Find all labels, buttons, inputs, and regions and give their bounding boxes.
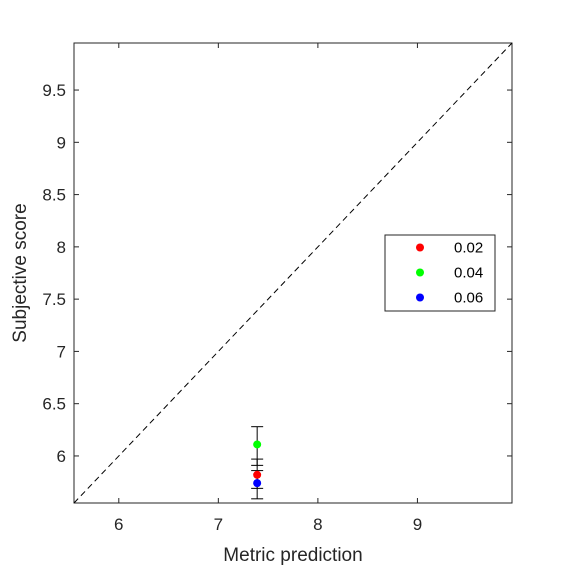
legend: 0.02 0.04 0.06	[384, 234, 496, 312]
data-point	[253, 440, 262, 449]
y-tick-label: 9.5	[42, 81, 66, 100]
y-tick-label: 8.5	[42, 186, 66, 205]
x-tick-label: 7	[214, 515, 223, 534]
legend-marker	[416, 293, 424, 302]
y-tick-label: 6.5	[42, 395, 66, 414]
legend-label: 0.06	[454, 290, 483, 307]
legend-label: 0.04	[454, 265, 483, 282]
plot-area: 6 7 8 9 6 6.5 7 7.5 8 8.5 9 9.5	[42, 42, 513, 534]
y-axis-title: Subjective score	[10, 203, 31, 342]
y-tick-label: 8	[57, 238, 66, 257]
y-tick-label: 9	[57, 133, 66, 152]
y-tick-label: 7	[57, 342, 66, 361]
data-point	[253, 479, 262, 488]
legend-marker	[416, 243, 424, 252]
x-tick-label: 9	[413, 515, 422, 534]
legend-label: 0.02	[454, 240, 483, 257]
x-axis-title: Metric prediction	[223, 545, 362, 566]
axes-box	[73, 42, 513, 504]
y-tick-label: 6	[57, 447, 66, 466]
y-tick-label: 7.5	[42, 290, 66, 309]
reference-line	[73, 42, 513, 504]
legend-marker	[416, 268, 424, 277]
legend-box	[384, 234, 496, 312]
x-tick-label: 6	[114, 515, 123, 534]
data-point	[253, 470, 262, 479]
x-tick-label: 8	[313, 515, 322, 534]
